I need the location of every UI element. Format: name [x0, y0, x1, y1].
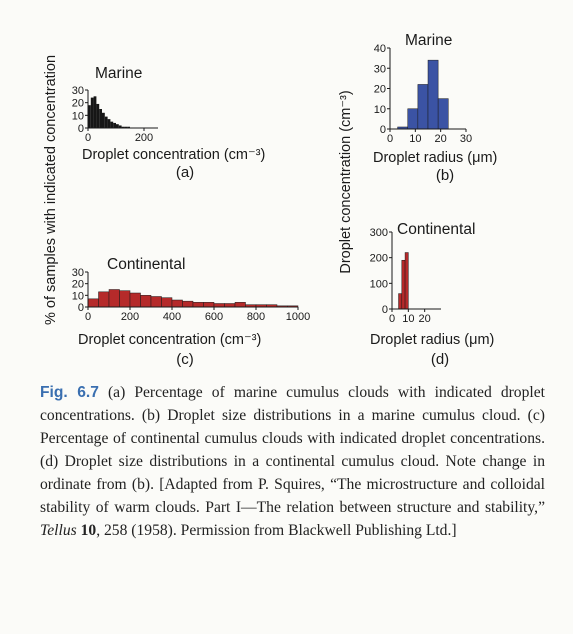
bar-c-5 — [140, 295, 152, 308]
x-axis-label-c: Droplet concentration (cm⁻³) — [78, 332, 261, 348]
bar-c-13 — [224, 303, 236, 308]
bar-c-12 — [213, 303, 225, 308]
bar-a-5 — [102, 112, 105, 128]
bar-c-1 — [98, 291, 110, 308]
bar-c-6 — [150, 296, 162, 308]
y-tick-label-c-1: 20 — [72, 279, 84, 291]
caption-text: (a) Percentage of marine cumulus clouds … — [40, 384, 545, 516]
x-tick-label-b-1: 10 — [409, 133, 421, 145]
y-tick-label-d-0: 300 — [370, 227, 388, 239]
caption-volume: 10 — [80, 522, 97, 539]
x-axis-label-a: Droplet concentration (cm⁻³) — [82, 147, 265, 163]
bar-a-13 — [124, 126, 128, 128]
x-axis-label-d: Droplet radius (μm) — [370, 332, 494, 348]
bar-c-8 — [171, 299, 183, 308]
panel-letter-a: (a) — [176, 164, 194, 181]
x-tick-label-b-3: 30 — [460, 133, 472, 145]
panel-letter-d: (d) — [431, 351, 449, 368]
bar-c-9 — [182, 300, 194, 308]
bar-c-10 — [192, 302, 204, 308]
y-tick-label-b-1: 30 — [374, 63, 386, 75]
x-tick-label-c-3: 600 — [205, 311, 223, 323]
caption-text-end: , 258 (1958). Permission from Blackwell … — [96, 522, 457, 539]
x-tick-label-a-0: 0 — [85, 132, 91, 144]
panel-title-d: Continental — [397, 221, 475, 238]
bar-a-7 — [107, 119, 111, 128]
bar-d-3 — [404, 252, 409, 310]
x-tick-label-b-0: 0 — [387, 133, 393, 145]
y-tick-label-d-2: 100 — [370, 278, 388, 290]
bar-c-14 — [234, 302, 246, 308]
panel-b: 40 30 20 10 00 10 20 30 Marine Droplet radius (μm… — [373, 32, 497, 184]
bar-a-8 — [110, 121, 114, 128]
x-tick-label-c-4: 800 — [247, 311, 265, 323]
bar-c-3 — [119, 290, 131, 308]
panel-title-c: Continental — [107, 256, 185, 273]
bar-d-1 — [398, 293, 403, 310]
y-tick-label-c-0: 30 — [72, 267, 84, 279]
y-tick-label-c-3: 0 — [78, 302, 84, 314]
y-tick-label-b-4: 0 — [380, 124, 386, 136]
x-tick-label-d-1: 10 — [402, 313, 414, 325]
x-tick-label-c-5: 1000 — [286, 311, 310, 323]
y-tick-label-a-0: 30 — [72, 85, 84, 97]
x-tick-label-a-1: 200 — [135, 132, 153, 144]
y-tick-label-d-1: 200 — [370, 253, 388, 265]
bar-c-0 — [87, 298, 99, 308]
y-tick-label-a-1: 20 — [72, 98, 84, 110]
panel-letter-c: (c) — [176, 351, 194, 368]
y-tick-label-c-2: 10 — [72, 290, 84, 302]
y-axis-label-right: Droplet concentration (cm⁻³) — [338, 90, 354, 273]
y-tick-label-d-3: 0 — [382, 304, 388, 316]
x-tick-label-c-1: 200 — [121, 311, 139, 323]
bar-c-11 — [203, 302, 215, 308]
panel-title-a: Marine — [95, 65, 142, 82]
x-tick-label-c-2: 400 — [163, 311, 181, 323]
bar-a-10 — [116, 124, 119, 128]
bar-d-2 — [401, 259, 406, 310]
y-tick-label-b-0: 40 — [374, 43, 386, 55]
bar-a-12 — [121, 126, 125, 128]
x-tick-label-d-0: 0 — [389, 313, 395, 325]
bar-a-3 — [96, 103, 100, 128]
bar-c-4 — [129, 292, 141, 308]
caption-journal: Tellus — [40, 522, 77, 539]
x-tick-label-d-2: 20 — [419, 313, 431, 325]
y-axis-label-left: % of samples with indicated concentratio… — [43, 55, 59, 325]
y-tick-label-b-2: 20 — [374, 84, 386, 96]
bar-b-1 — [407, 108, 419, 130]
figure-label: Fig. 6.7 — [40, 384, 99, 401]
bar-a-14 — [127, 126, 130, 128]
x-tick-label-c-0: 0 — [85, 311, 91, 323]
bar-b-3 — [427, 59, 439, 130]
panel-letter-b: (b) — [436, 167, 454, 184]
bar-a-2 — [93, 96, 97, 128]
bar-a-0 — [88, 105, 91, 128]
bar-b-4 — [437, 98, 449, 130]
bar-a-11 — [118, 125, 122, 128]
bar-a-4 — [99, 109, 102, 128]
bar-a-6 — [104, 116, 108, 128]
bar-c-2 — [108, 289, 120, 308]
bar-c-7 — [161, 297, 173, 308]
panel-d: 300 200 100 00 10 20 Continental Droplet radius… — [370, 221, 495, 368]
panel-title-b: Marine — [405, 32, 452, 49]
y-tick-label-a-2: 10 — [72, 110, 84, 122]
x-tick-label-b-2: 20 — [435, 133, 447, 145]
y-tick-label-a-3: 0 — [78, 123, 84, 135]
bar-a-1 — [90, 97, 94, 128]
bar-b-2 — [417, 84, 429, 130]
figure-caption: Fig. 6.7 (a) Percentage of marine cumulu… — [40, 381, 545, 542]
bar-a-9 — [113, 122, 116, 128]
x-axis-label-b: Droplet radius (μm) — [373, 150, 497, 166]
y-tick-label-b-3: 10 — [374, 104, 386, 116]
figure: % of samples with indicated concentratio… — [43, 32, 497, 368]
